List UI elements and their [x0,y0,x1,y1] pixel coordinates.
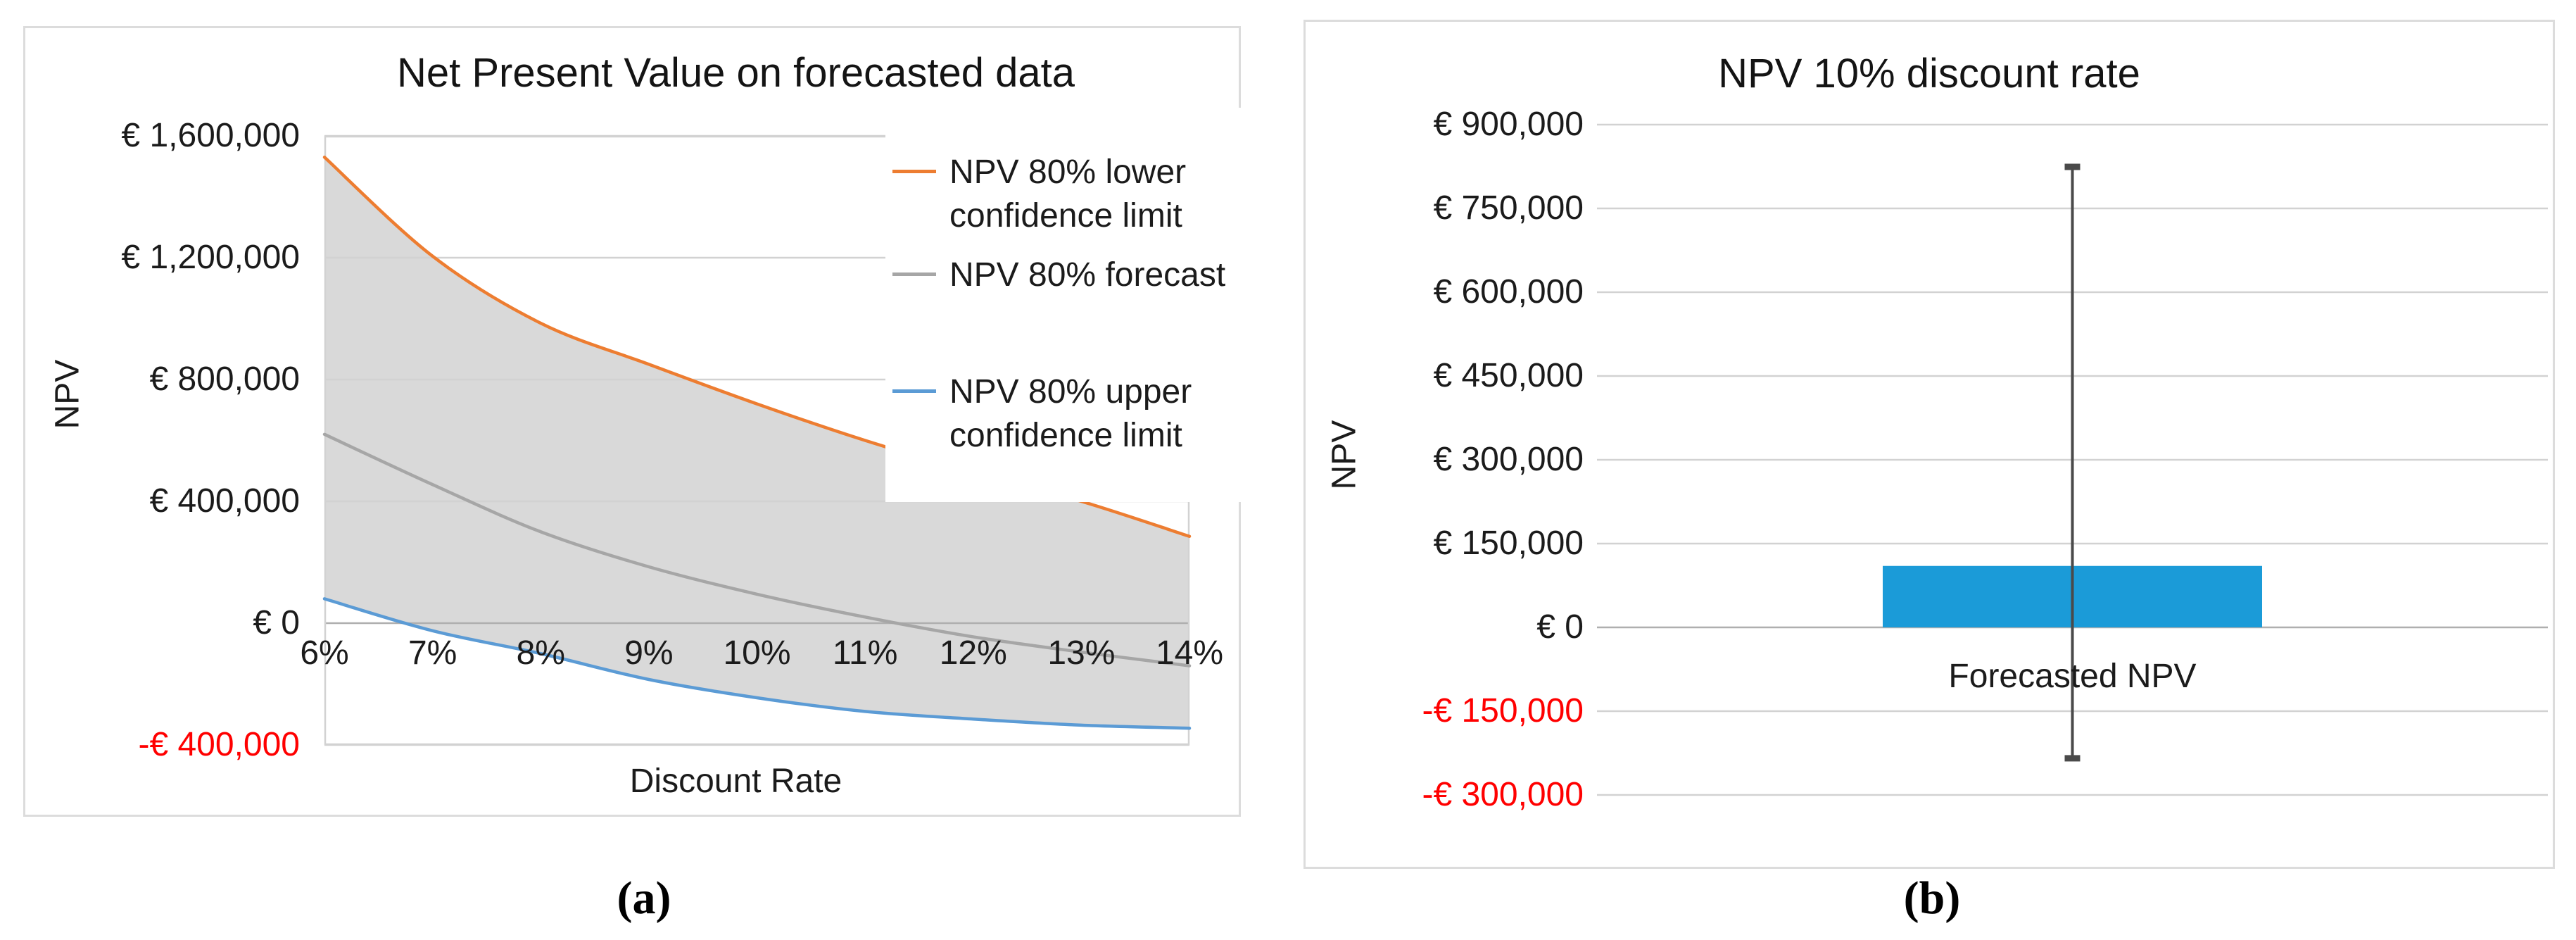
forecast-line-swatch [892,272,936,276]
legend-label-upper-confidence: NPV 80% upper confidence limit [949,373,1192,454]
confidence-band [324,157,1189,729]
chart-a-title: Net Present Value on forecasted data [397,50,1075,96]
y-tick-label: -€ 300,000 [1422,776,1584,813]
x-tick-label: 14% [1155,634,1224,672]
y-tick-label: € 450,000 [1433,357,1584,394]
y-tick-label: € 900,000 [1433,106,1584,143]
figure-caption-a: (a) [617,872,671,924]
chart-b-panel: NPV 10% discount rate NPV € 900,000 € 750… [1303,20,2555,869]
y-tick-label: € 400,000 [149,482,300,520]
x-tick-label: 13% [1047,634,1116,672]
x-tick-label: 8% [516,634,565,672]
chart-b-canvas [1597,123,2548,796]
y-tick-label: € 0 [1536,608,1584,646]
y-tick-label: € 1,600,000 [121,117,300,154]
y-tick-label: € 150,000 [1433,525,1584,562]
legend-label-lower-confidence: NPV 80% lower confidence limit [949,153,1187,234]
y-tick-label: € 300,000 [1433,441,1584,478]
figure-caption-b: (b) [1903,872,1961,924]
legend-label-forecast: NPV 80% forecast [949,256,1226,294]
y-tick-label: -€ 150,000 [1422,692,1584,729]
x-tick-label: 10% [723,634,791,672]
y-tick-label: € 1,200,000 [121,239,300,276]
chart-a-x-axis-title: Discount Rate [629,763,842,800]
error-bar-cap-bottom [2064,755,2081,762]
x-tick-label: 7% [408,634,457,672]
y-tick-label: € 750,000 [1433,189,1584,227]
y-tick-label: € 800,000 [149,361,300,398]
x-tick-label: 9% [624,634,674,672]
x-tick-label: 11% [832,634,898,672]
upper-confidence-line-swatch [892,389,936,393]
lower-confidence-line-swatch [892,170,936,173]
series-line-1 [322,432,1192,668]
chart-a-panel: Net Present Value on forecasted data NPV… [23,26,1251,817]
chart-b-title: NPV 10% discount rate [1718,51,2140,96]
y-tick-label: -€ 400,000 [138,726,300,763]
error-bar-cap-top [2064,163,2081,170]
x-tick-label: 12% [939,634,1007,672]
y-tick-label: € 600,000 [1433,273,1584,311]
y-tick-label: € 0 [253,604,300,641]
x-tick-label: 6% [300,634,349,672]
chart-b-plot-area: Forecasted NPV [1597,123,2548,796]
chart-b-category-label: Forecasted NPV [1948,658,2197,695]
series-line-2 [322,597,1192,730]
chart-a-legend: NPV 80% lower confidence limit NPV 80% f… [885,108,1251,502]
